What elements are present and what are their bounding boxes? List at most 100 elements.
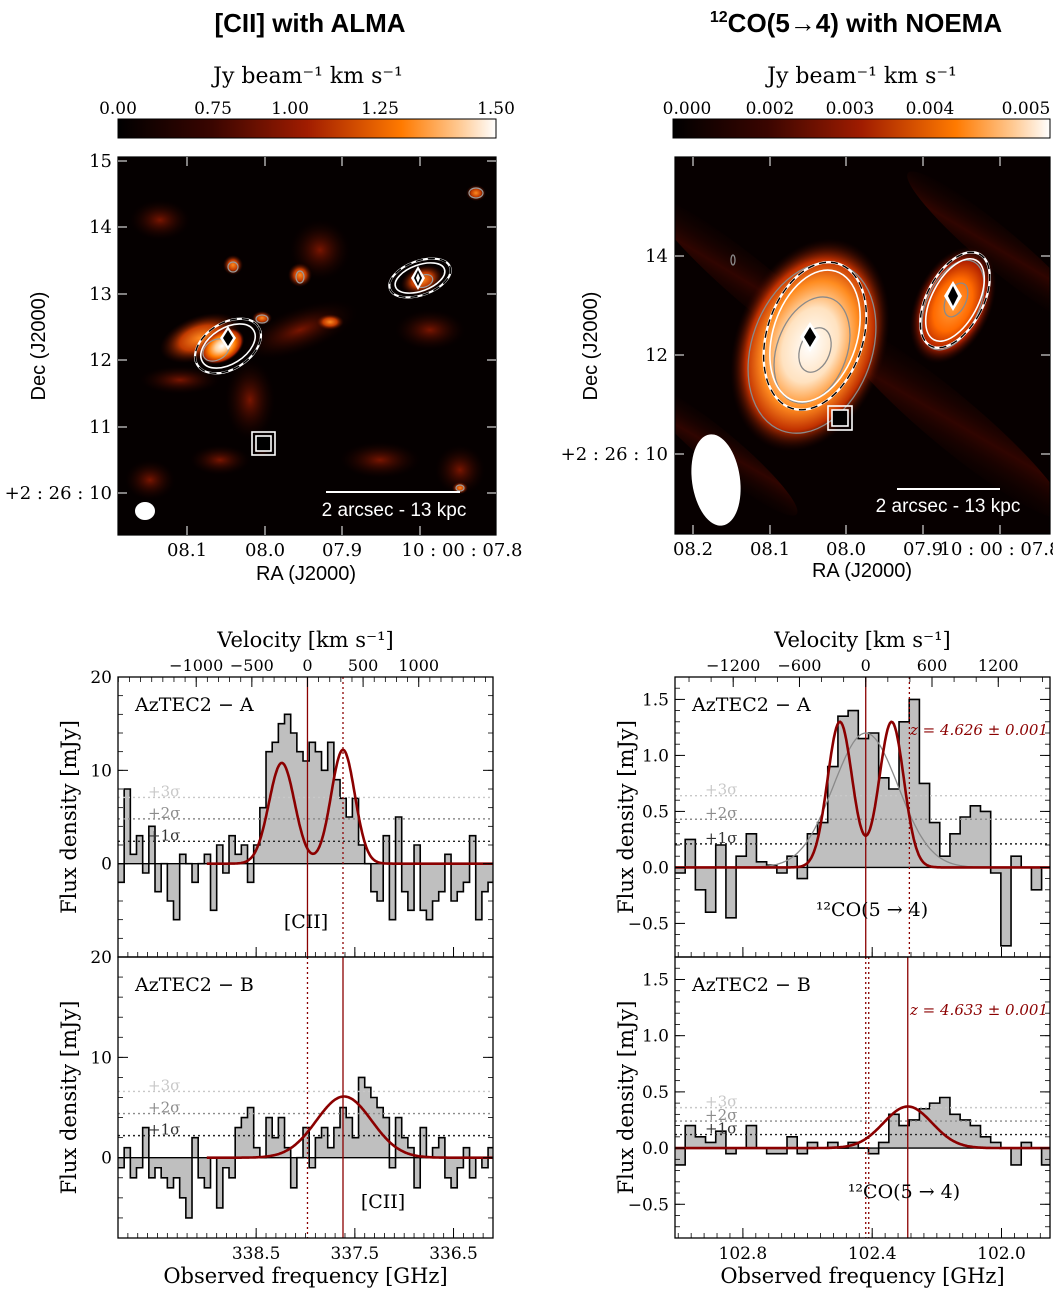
co-map-xtick: 10 : 00 : 07.8 <box>940 539 1053 560</box>
x-tick-label: 337.5 <box>331 1244 380 1264</box>
beam-ellipse <box>135 502 155 520</box>
cii-map-xtick: 10 : 00 : 07.8 <box>402 540 523 561</box>
source-label: AzTEC2 − B <box>691 974 811 996</box>
co-map-ylabel: Dec (J2000) <box>580 292 602 401</box>
scale-bar-label: 2 arcsec - 13 kpc <box>876 496 1021 517</box>
y-tick-label: 20 <box>90 668 112 688</box>
cii-map-ticks <box>118 157 496 535</box>
co-cbar-ticks: 0.000 0.002 0.003 0.004 0.005 <box>663 99 1051 119</box>
cii-a-plot-area <box>118 677 493 957</box>
sigma1-label: +1σ <box>705 1120 737 1138</box>
co-map-xtick: 08.1 <box>750 539 790 560</box>
source-b-marker <box>944 281 962 311</box>
co-map-xtick: 08.0 <box>826 539 866 560</box>
scale-bar-label: 2 arcsec - 13 kpc <box>322 500 467 521</box>
velocity-axis-label: Velocity [km s⁻¹] <box>216 628 393 652</box>
co-cbar-tick: 0.000 <box>663 99 712 119</box>
sigma2-label: +2σ <box>705 804 737 822</box>
flux-axis-label: Flux density [mJy] <box>614 720 638 914</box>
co-map-frame <box>674 156 1051 535</box>
co-b-panel: −0.5 0.0 0.5 1.0 1.5 102.8 102.4 102.0Observed … <box>614 956 1051 1288</box>
co-map-image: 2 arcsec - 13 kpc <box>675 157 1050 534</box>
cii-map-ytick: 13 <box>89 284 112 305</box>
flux-axis-label: Flux density [mJy] <box>614 1001 638 1195</box>
sigma1-label: +1σ <box>705 829 737 847</box>
cii-cbar-tick: 0.75 <box>194 99 232 119</box>
line-label: [CII] <box>361 1191 405 1213</box>
y-tick-label: 1.5 <box>642 690 669 710</box>
y-tick-label: −0.5 <box>628 1195 669 1215</box>
y-tick-label: 0.0 <box>642 858 669 878</box>
cii-colorbar <box>117 118 497 139</box>
co-cbar-tick: 0.003 <box>826 99 875 119</box>
co-cbar-tick: 0.004 <box>906 99 955 119</box>
sigma3-label: +3σ <box>705 781 737 799</box>
cii-map-frame <box>117 156 497 536</box>
sigma1-label: +1σ <box>148 1121 180 1139</box>
co-map-ytick: +2 : 26 : 10 <box>561 444 668 465</box>
top-tick-label: 500 <box>348 656 379 675</box>
gaussian-fit <box>675 720 1050 869</box>
sigma3-label: +3σ <box>148 782 180 800</box>
cii-a-panel: 0 10 20 −1000 −500 0 500 1000 Velocity [km s⁻¹] F… <box>57 628 494 958</box>
co-map-yticks: 14 12 +2 : 26 : 10 <box>561 246 668 465</box>
top-tick-label: 1200 <box>978 656 1019 675</box>
flux-axis-label: Flux density [mJy] <box>57 720 81 914</box>
y-tick-label: 0 <box>101 855 112 875</box>
velocity-axis-label: Velocity [km s⁻¹] <box>773 628 950 652</box>
spectrum-histogram <box>118 713 493 921</box>
source-a-marker <box>800 322 820 352</box>
line-label: [CII] <box>284 911 328 933</box>
cii-map-image: 2 arcsec - 13 kpc <box>118 157 496 535</box>
redshift-label: z = 4.633 ± 0.001 <box>909 1001 1048 1019</box>
top-tick-label: −1200 <box>706 656 760 675</box>
cii-map-ytick: +2 : 26 : 10 <box>5 483 112 504</box>
top-tick-label: 600 <box>917 656 948 675</box>
cii-map-xlabel: RA (J2000) <box>256 563 356 585</box>
co-a-plot-area <box>675 677 1050 957</box>
cii-map-xtick: 08.1 <box>167 540 207 561</box>
co-map-ytick: 14 <box>645 246 668 267</box>
y-tick-label: 1.0 <box>642 746 669 766</box>
co-title-rest: CO(5→4) with NOEMA <box>728 8 1003 38</box>
cii-cbar-ticks: 0.00 0.75 1.00 1.25 1.50 <box>99 99 515 119</box>
source-label: AzTEC2 − A <box>134 694 254 716</box>
cii-map-xticks: 08.1 08.0 07.9 10 : 00 : 07.8 <box>167 540 522 561</box>
cii-map-panel: [CII] with ALMA Jy beam⁻¹ km s⁻¹ 0.00 0.… <box>5 8 523 585</box>
cii-b-frame <box>117 956 494 1239</box>
top-tick-label: 0 <box>861 656 871 675</box>
sigma3-label: +3σ <box>148 1076 180 1094</box>
gaussian-fit <box>206 748 493 865</box>
sigma2-label: +2σ <box>148 1099 180 1117</box>
y-tick-label: 0.0 <box>642 1139 669 1159</box>
cii-cbar-tick: 0.00 <box>99 99 137 119</box>
x-tick-label: 102.4 <box>848 1244 897 1264</box>
flux-axis-label: Flux density [mJy] <box>57 1001 81 1195</box>
y-tick-label: −0.5 <box>628 914 669 934</box>
cii-cbar-tick: 1.50 <box>477 99 515 119</box>
y-tick-label: 1.5 <box>642 970 669 990</box>
y-tick-label: 0.5 <box>642 1083 669 1103</box>
top-tick-label: 1000 <box>398 656 439 675</box>
co-cbar-tick: 0.005 <box>1002 99 1051 119</box>
companion-square-marker <box>827 405 853 431</box>
x-tick-label: 338.5 <box>232 1244 281 1264</box>
sigma2-label: +2σ <box>705 1106 737 1124</box>
sigma2-label: +2σ <box>148 804 180 822</box>
x-tick-label: 336.5 <box>429 1244 478 1264</box>
cii-map-ytick: 12 <box>89 350 112 371</box>
beam-ellipse <box>691 434 741 526</box>
co-cbar-label: Jy beam⁻¹ km s⁻¹ <box>765 64 957 89</box>
line-label: ¹²CO(5 → 4) <box>816 899 928 921</box>
co-colorbar <box>672 118 1051 139</box>
gaussian-fit <box>206 1095 493 1159</box>
y-tick-label: 20 <box>90 948 112 968</box>
spectrum-fill <box>675 699 1050 946</box>
cii-map-ytick: 11 <box>89 417 112 438</box>
x-tick-label: 102.0 <box>977 1244 1026 1264</box>
spectrum-fill <box>118 1077 493 1218</box>
top-tick-label: 0 <box>302 656 312 675</box>
source-label: AzTEC2 − A <box>691 694 811 716</box>
